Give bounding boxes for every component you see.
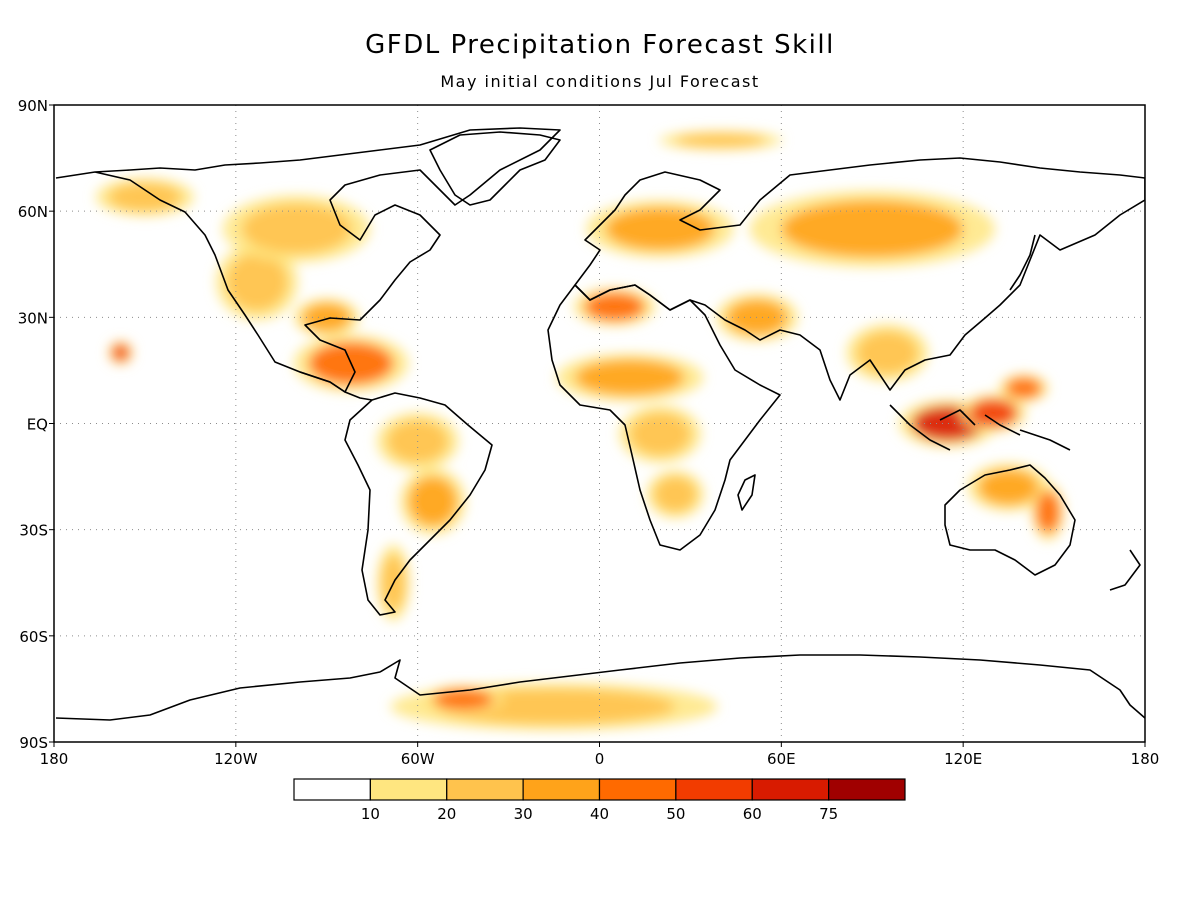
skill-region bbox=[969, 398, 1018, 428]
skill-region bbox=[108, 182, 182, 212]
colorbar-swatch bbox=[675, 778, 753, 801]
coastline-central-america bbox=[299, 371, 373, 401]
skill-region bbox=[629, 412, 691, 456]
skill-region bbox=[1035, 490, 1061, 534]
lon-tick-label: 60W bbox=[401, 750, 435, 768]
colorbar-swatch bbox=[751, 778, 830, 801]
coastline-africa bbox=[547, 284, 781, 551]
lon-tick-label: 120W bbox=[214, 750, 258, 768]
skill-region bbox=[302, 303, 351, 332]
skill-region bbox=[978, 469, 1039, 505]
skill-region bbox=[781, 200, 964, 258]
lon-tick-label: 180 bbox=[1131, 750, 1160, 768]
colorbar-label: 50 bbox=[666, 805, 685, 823]
coastline-eurasia bbox=[574, 157, 1145, 401]
colorbar-label: 30 bbox=[514, 805, 533, 823]
colorbar-swatch bbox=[369, 778, 448, 801]
skill-region bbox=[226, 253, 288, 311]
skill-region bbox=[575, 359, 685, 396]
lat-tick-label: 30N bbox=[18, 309, 48, 327]
skill-region bbox=[1005, 377, 1042, 399]
axis-tick-labels: 180 120W 60W 0 60E 120E 180 90N 60N 30N EQ 30S 60S 90… bbox=[18, 97, 1160, 768]
graticule bbox=[54, 105, 1145, 742]
skill-region bbox=[654, 476, 697, 512]
lat-tick-label: EQ bbox=[27, 416, 48, 434]
coastline-madagascar bbox=[737, 474, 756, 511]
chart-title: GFDL Precipitation Forecast Skill bbox=[365, 30, 835, 60]
skill-region bbox=[432, 688, 494, 711]
coastline-south-america bbox=[344, 392, 493, 616]
coastline-greenland bbox=[429, 131, 561, 206]
colorbar-swatch bbox=[522, 778, 601, 801]
skill-region bbox=[111, 343, 130, 362]
lon-tick-label: 60E bbox=[767, 750, 796, 768]
colorbar-swatch bbox=[446, 778, 524, 801]
colorbar-swatch bbox=[828, 778, 906, 801]
coastlines bbox=[55, 127, 1145, 721]
skill-region bbox=[408, 476, 458, 527]
colorbar-label: 40 bbox=[590, 805, 609, 823]
colorbar-label: 10 bbox=[361, 805, 380, 823]
colorbar-swatch bbox=[598, 778, 677, 801]
chart-subtitle: May initial conditions Jul Forecast bbox=[440, 72, 759, 91]
coastline-australia bbox=[944, 464, 1076, 576]
lat-tick-label: 30S bbox=[19, 522, 48, 540]
lon-tick-label: 120E bbox=[944, 750, 982, 768]
lat-tick-label: 60S bbox=[19, 628, 48, 646]
lat-tick-label: 90N bbox=[18, 97, 48, 115]
skill-region bbox=[675, 133, 767, 148]
colorbar-label: 75 bbox=[819, 805, 838, 823]
coastline-north-america bbox=[55, 127, 561, 393]
map-plot-area bbox=[53, 104, 1146, 743]
skill-field bbox=[95, 130, 1065, 731]
coastline-new-zealand bbox=[1109, 549, 1141, 591]
coastline-indonesia bbox=[889, 404, 1071, 451]
skill-region bbox=[241, 204, 351, 254]
skill-region bbox=[605, 207, 715, 251]
lon-tick-label: 180 bbox=[40, 750, 69, 768]
coastline-antarctica bbox=[55, 654, 1145, 721]
colorbar: 10 20 30 40 50 60 75 bbox=[293, 778, 906, 823]
lat-tick-label: 90S bbox=[19, 734, 48, 752]
lat-tick-label: 60N bbox=[18, 203, 48, 221]
colorbar-label: 60 bbox=[743, 805, 762, 823]
lon-tick-label: 0 bbox=[595, 750, 605, 768]
coastline-japan bbox=[1009, 234, 1036, 291]
colorbar-swatch bbox=[293, 778, 371, 801]
skill-region bbox=[584, 292, 645, 321]
colorbar-label: 20 bbox=[437, 805, 456, 823]
skill-region bbox=[726, 299, 788, 336]
